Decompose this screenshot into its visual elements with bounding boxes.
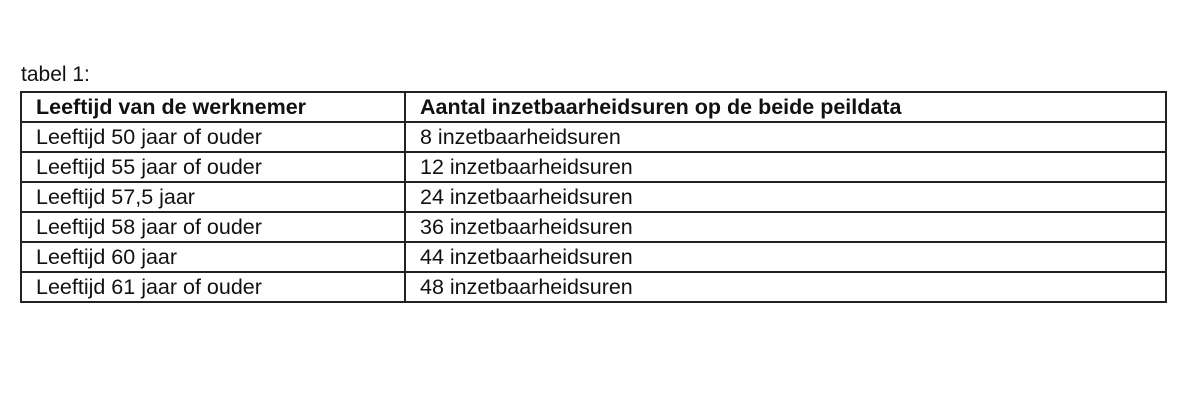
hours-cell: 8 inzetbaarheidsuren (404, 121, 1167, 153)
table-row: Leeftijd 50 jaar of ouder 8 inzetbaarheid… (20, 121, 1167, 153)
hours-cell: 12 inzetbaarheidsuren (404, 151, 1167, 183)
hours-cell: 36 inzetbaarheidsuren (404, 211, 1167, 243)
age-cell: Leeftijd 60 jaar (20, 241, 406, 273)
header-age: Leeftijd van de werknemer (20, 91, 406, 123)
age-cell: Leeftijd 61 jaar of ouder (20, 271, 406, 303)
hours-cell: 48 inzetbaarheidsuren (404, 271, 1167, 303)
age-cell: Leeftijd 50 jaar of ouder (20, 121, 406, 153)
table-row: Leeftijd 61 jaar of ouder 48 inzetbaarhei… (20, 271, 1167, 303)
hours-table: Leeftijd van de werknemer Aantal inzetba… (20, 91, 1167, 303)
age-cell: Leeftijd 58 jaar of ouder (20, 211, 406, 243)
age-cell: Leeftijd 57,5 jaar (20, 181, 406, 213)
table-row: Leeftijd 57,5 jaar 24 inzetbaarheidsuren (20, 181, 1167, 213)
table-row: Leeftijd 55 jaar of ouder 12 inzetbaarhei… (20, 151, 1167, 183)
header-hours: Aantal inzetbaarheidsuren op de beide pe… (404, 91, 1167, 123)
age-cell: Leeftijd 55 jaar of ouder (20, 151, 406, 183)
hours-cell: 24 inzetbaarheidsuren (404, 181, 1167, 213)
table-row: Leeftijd 60 jaar 44 inzetbaarheidsuren (20, 241, 1167, 273)
table-header-row: Leeftijd van de werknemer Aantal inzetba… (20, 91, 1167, 123)
table-row: Leeftijd 58 jaar of ouder 36 inzetbaarhei… (20, 211, 1167, 243)
table-caption: tabel 1: (21, 63, 90, 86)
hours-cell: 44 inzetbaarheidsuren (404, 241, 1167, 273)
